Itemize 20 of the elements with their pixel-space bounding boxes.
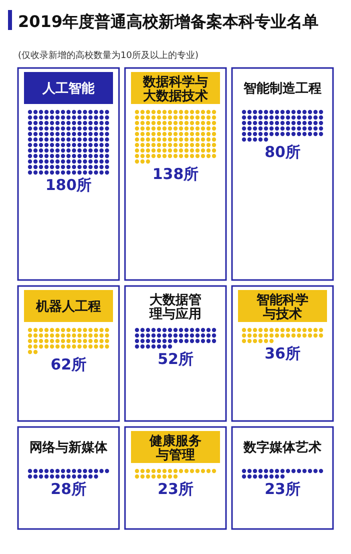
category-label: 网络与新媒体 bbox=[30, 440, 108, 456]
data-label: 28所 bbox=[50, 480, 86, 498]
category-label: 人工智能 bbox=[42, 80, 96, 97]
data-label: 36所 bbox=[264, 344, 300, 362]
text: (仅收录新增的高校数量为10所及以上的专业) bbox=[18, 50, 198, 61]
category-label: 智能制造工程 bbox=[242, 80, 322, 97]
category-label: 数据科学与大数据技术 bbox=[142, 75, 208, 104]
data-label: 23所 bbox=[158, 480, 194, 498]
category-label: 数字媒体艺术 bbox=[242, 440, 322, 456]
data-label: 23所 bbox=[264, 480, 300, 498]
data-label: 62所 bbox=[50, 356, 86, 374]
category-label: 智能科学与技术 bbox=[256, 292, 308, 322]
data-label: 180所 bbox=[45, 176, 92, 194]
category-label: 大数据管理与应用 bbox=[148, 293, 202, 322]
data-label: 80所 bbox=[264, 143, 300, 161]
data-label: 138所 bbox=[152, 165, 199, 183]
category-label: 健康服务与管理 bbox=[148, 433, 202, 464]
category-label: 机器人工程 bbox=[35, 300, 101, 315]
text: 2019年度普通高校新增备案本科专业名单 bbox=[18, 12, 319, 31]
data-label: 52所 bbox=[158, 350, 194, 368]
